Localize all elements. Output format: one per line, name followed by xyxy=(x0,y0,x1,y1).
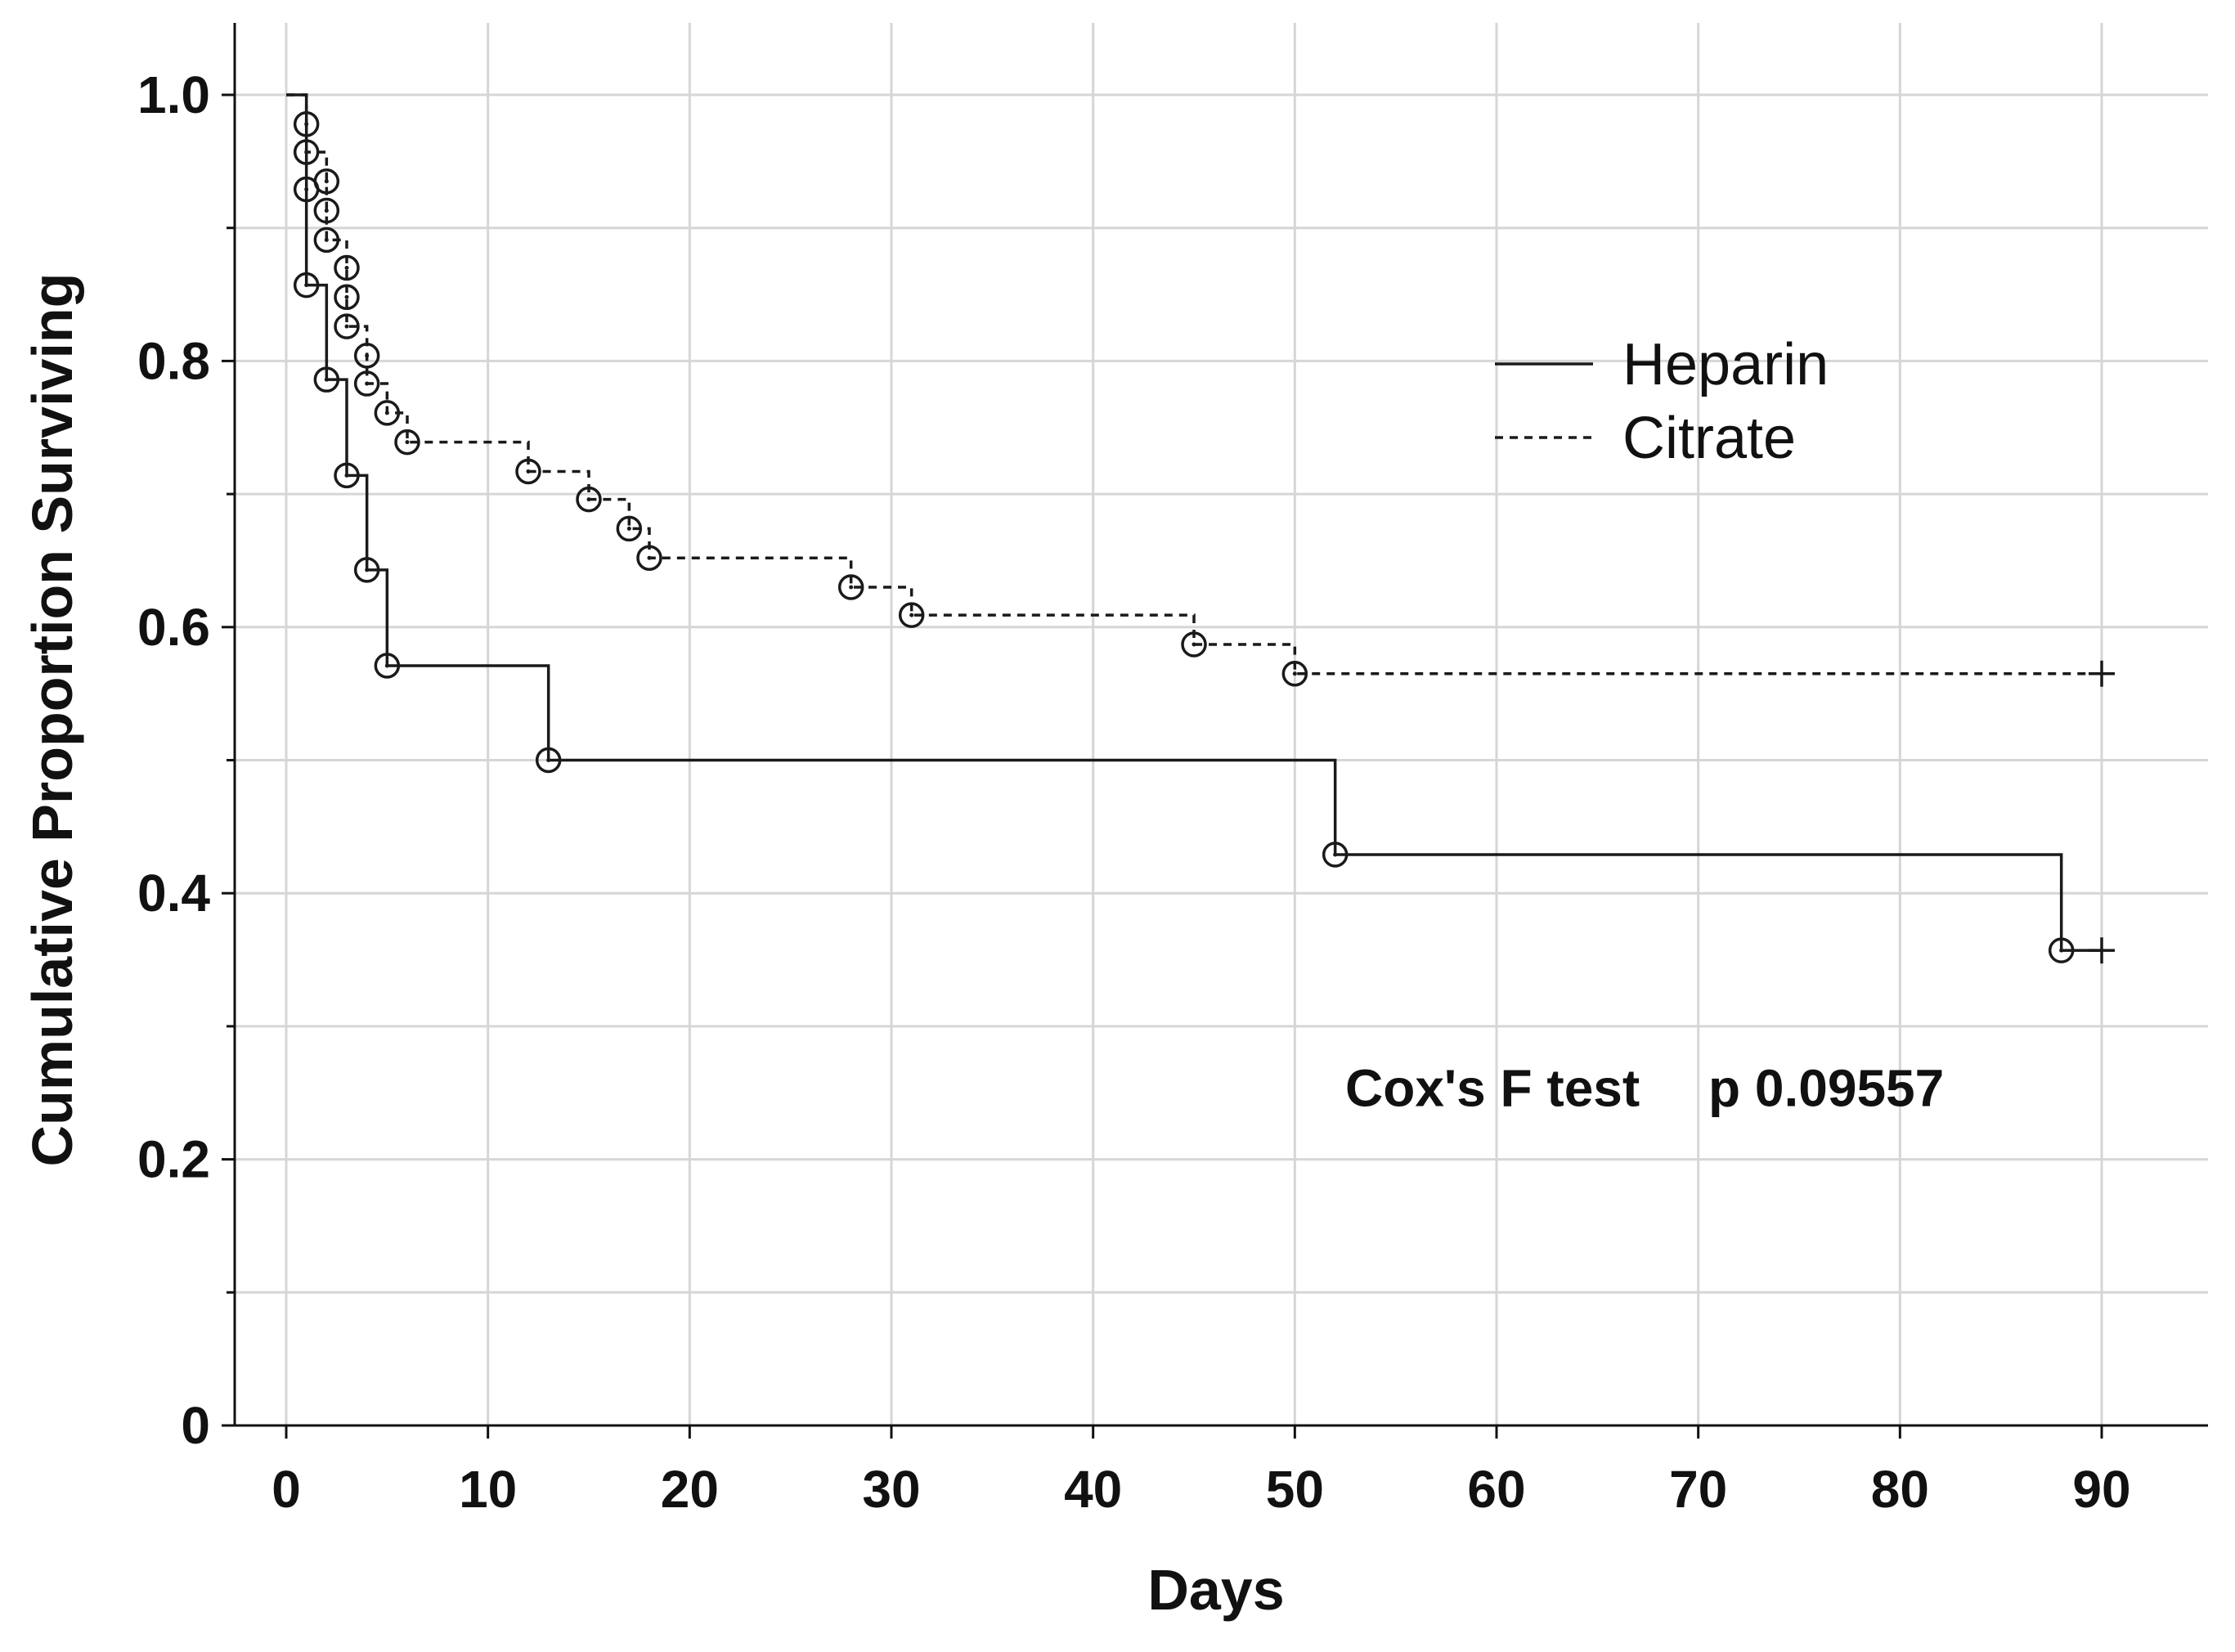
event-marker-dot xyxy=(405,440,410,445)
event-marker xyxy=(334,313,360,339)
x-tick-label: 20 xyxy=(661,1460,719,1519)
event-marker xyxy=(1281,660,1308,687)
event-marker-dot xyxy=(304,150,309,155)
event-marker xyxy=(374,400,401,426)
event-marker-dot xyxy=(546,758,551,762)
x-tick-label: 60 xyxy=(1467,1460,1525,1519)
event-marker-dot xyxy=(365,381,370,386)
event-marker-dot xyxy=(909,613,914,617)
event-marker-dot xyxy=(344,324,349,329)
survival-curve-citrate xyxy=(286,93,2102,676)
event-marker xyxy=(374,653,401,679)
event-marker xyxy=(636,545,662,571)
event-marker-dot xyxy=(647,555,652,560)
event-marker-dot xyxy=(626,526,631,531)
y-tick-label: 0 xyxy=(181,1396,210,1455)
x-tick-label: 10 xyxy=(459,1460,517,1519)
event-marker-dot xyxy=(344,294,349,299)
x-tick-label: 70 xyxy=(1669,1460,1727,1519)
event-marker xyxy=(616,515,643,542)
event-marker xyxy=(313,197,340,224)
event-marker xyxy=(1322,842,1349,868)
p-value-label: p 0.09557 xyxy=(1708,1059,1944,1118)
event-marker-dot xyxy=(304,122,309,127)
event-marker xyxy=(334,462,360,489)
event-marker-dot xyxy=(365,568,370,572)
series-heparin xyxy=(286,93,2115,964)
event-marker xyxy=(515,458,541,485)
legend-citrate-label: Citrate xyxy=(1622,406,1796,471)
event-marker xyxy=(293,272,320,299)
event-marker xyxy=(313,366,340,393)
event-marker-dot xyxy=(526,469,531,474)
x-tick-label: 90 xyxy=(2072,1460,2130,1519)
series-citrate xyxy=(286,93,2115,687)
event-marker xyxy=(353,557,380,583)
legend: Heparin Citrate xyxy=(1495,332,1829,471)
y-tick-label: 0.6 xyxy=(137,598,210,657)
x-tick-label: 30 xyxy=(862,1460,920,1519)
event-marker-dot xyxy=(324,377,329,382)
x-axis-title: Days xyxy=(1147,1558,1284,1622)
event-marker xyxy=(353,370,380,397)
event-marker-dot xyxy=(344,473,349,478)
y-tick-label: 0.8 xyxy=(137,331,210,390)
y-tick-label: 1.0 xyxy=(137,65,210,124)
y-tick-label: 0.2 xyxy=(137,1130,210,1189)
event-marker xyxy=(2048,937,2075,963)
event-marker-dot xyxy=(1292,671,1297,676)
event-marker xyxy=(535,747,562,774)
event-marker-dot xyxy=(304,283,309,288)
event-marker xyxy=(576,486,602,513)
event-marker-dot xyxy=(586,497,591,502)
event-marker-dot xyxy=(1333,852,1338,857)
event-marker-dot xyxy=(324,237,329,242)
legend-heparin-label: Heparin xyxy=(1622,332,1829,397)
event-marker xyxy=(353,343,380,369)
event-marker xyxy=(837,574,864,600)
event-marker-dot xyxy=(2059,948,2064,953)
event-marker xyxy=(898,602,925,628)
event-marker-dot xyxy=(365,353,370,358)
event-marker-dot xyxy=(1192,642,1196,647)
x-tick-label: 0 xyxy=(272,1460,301,1519)
event-marker-dot xyxy=(384,411,389,415)
event-marker-dot xyxy=(324,179,329,184)
event-marker-dot xyxy=(384,663,389,668)
grid-lines xyxy=(235,23,2208,1425)
event-marker xyxy=(1181,631,1207,658)
x-tick-label: 40 xyxy=(1064,1460,1122,1519)
x-tick-label: 50 xyxy=(1266,1460,1324,1519)
survival-curve-heparin xyxy=(286,93,2102,952)
event-marker xyxy=(394,429,420,456)
axes xyxy=(222,23,2208,1439)
event-marker xyxy=(334,254,360,281)
event-marker xyxy=(293,111,320,137)
event-marker xyxy=(313,168,340,195)
y-tick-label: 0.4 xyxy=(137,864,210,923)
event-marker-dot xyxy=(344,266,349,271)
plot-series xyxy=(286,93,2115,964)
y-axis-title: Cumulative Proportion Surviving xyxy=(20,273,84,1167)
event-marker xyxy=(293,139,320,165)
cox-test-label: Cox's F test xyxy=(1345,1059,1640,1118)
event-marker xyxy=(334,284,360,311)
event-marker-dot xyxy=(324,209,329,213)
event-marker-dot xyxy=(304,187,309,192)
event-marker xyxy=(313,227,340,254)
annotations: Cox's F test p 0.09557 xyxy=(1345,1059,1944,1118)
x-tick-label: 80 xyxy=(1871,1460,1929,1519)
event-marker-dot xyxy=(849,585,854,590)
tick-labels: 0 10 20 30 40 50 60 70 80 90 0 0.2 0.4 0.6 0.8 1.0 xyxy=(137,65,2131,1519)
